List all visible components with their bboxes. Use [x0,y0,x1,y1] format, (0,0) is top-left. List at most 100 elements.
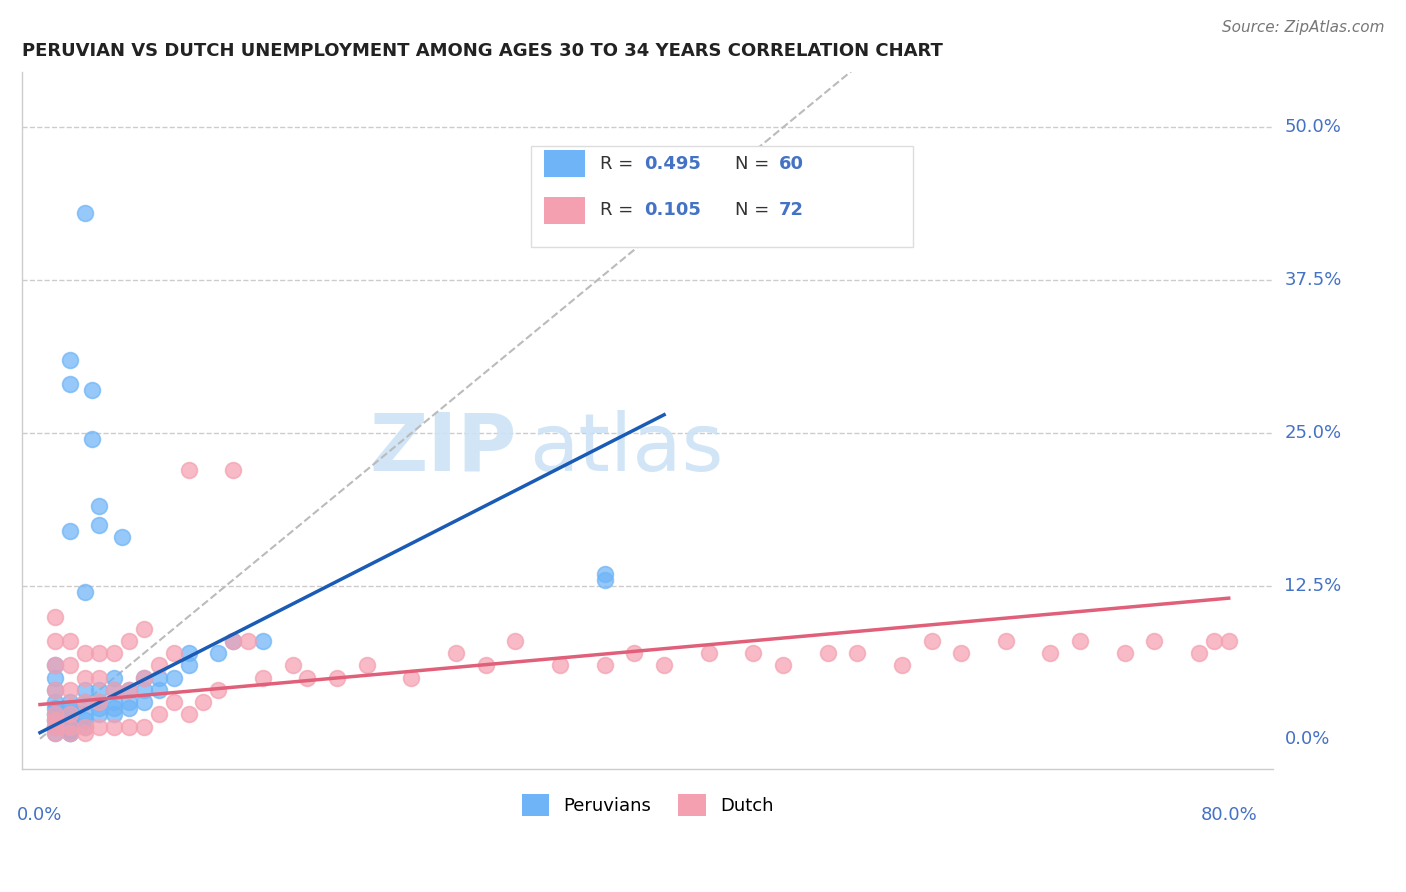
Point [80,432,103,446]
Point [1039,646,1062,660]
Point [44,707,66,722]
Point [132,695,155,709]
Point [222,634,245,648]
Text: ZIP: ZIP [370,409,516,488]
Point [697,646,720,660]
Point [222,634,245,648]
Point [44,701,66,715]
Text: N =: N = [735,202,775,219]
Point [59,725,82,739]
Text: 50.0%: 50.0% [1285,119,1341,136]
Point [80,384,103,398]
Point [1114,646,1136,660]
Point [103,701,125,715]
Point [623,646,645,660]
Point [44,720,66,734]
Point [59,707,82,722]
Point [163,646,186,660]
Point [401,671,423,685]
Point [44,682,66,697]
Point [163,671,186,685]
Point [73,671,96,685]
Point [890,658,912,673]
Point [103,682,125,697]
Point [236,634,259,648]
Point [193,695,215,709]
Point [1188,646,1211,660]
Point [44,714,66,728]
Text: 60: 60 [779,154,804,173]
Point [326,671,349,685]
Point [59,725,82,739]
Point [1143,634,1166,648]
Point [132,622,155,636]
Point [44,707,66,722]
Point [118,682,141,697]
Point [103,671,125,685]
Text: PERUVIAN VS DUTCH UNEMPLOYMENT AMONG AGES 30 TO 34 YEARS CORRELATION CHART: PERUVIAN VS DUTCH UNEMPLOYMENT AMONG AGE… [22,42,943,60]
Point [44,720,66,734]
Point [444,646,467,660]
Point [921,634,943,648]
Point [44,609,66,624]
Point [59,725,82,739]
Point [148,682,170,697]
Point [44,658,66,673]
Text: R =: R = [600,202,640,219]
Point [118,682,141,697]
Point [59,720,82,734]
FancyBboxPatch shape [531,145,912,247]
Point [132,682,155,697]
Point [103,695,125,709]
Point [817,646,839,660]
Point [44,714,66,728]
Point [73,206,96,220]
Point [593,573,616,587]
Point [356,658,378,673]
Point [177,707,200,722]
Text: 37.5%: 37.5% [1285,271,1341,289]
Point [59,714,82,728]
Point [1218,634,1240,648]
Point [59,723,82,738]
Point [89,701,111,715]
Point [118,634,141,648]
Point [89,671,111,685]
Text: atlas: atlas [529,409,723,488]
Point [59,524,82,538]
Text: 80.0%: 80.0% [1201,806,1257,824]
Point [73,682,96,697]
Point [73,695,96,709]
Point [73,695,96,709]
Point [103,682,125,697]
Point [1069,634,1091,648]
Point [44,725,66,739]
Point [148,658,170,673]
Text: 0.105: 0.105 [644,202,700,219]
Point [207,682,229,697]
Text: R =: R = [600,154,640,173]
Point [73,585,96,599]
Point [103,707,125,722]
Point [59,714,82,728]
Point [73,720,96,734]
Point [1202,634,1225,648]
Point [177,646,200,660]
Point [252,634,274,648]
Point [132,720,155,734]
Point [177,658,200,673]
Point [177,463,200,477]
Point [163,695,186,709]
Point [148,671,170,685]
Point [252,671,274,685]
Point [132,671,155,685]
Point [593,566,616,581]
Bar [544,197,585,224]
Point [89,682,111,697]
Point [742,646,765,660]
Point [281,658,304,673]
Point [593,658,616,673]
Text: 25.0%: 25.0% [1285,424,1341,442]
Point [111,530,134,544]
Point [89,695,111,709]
